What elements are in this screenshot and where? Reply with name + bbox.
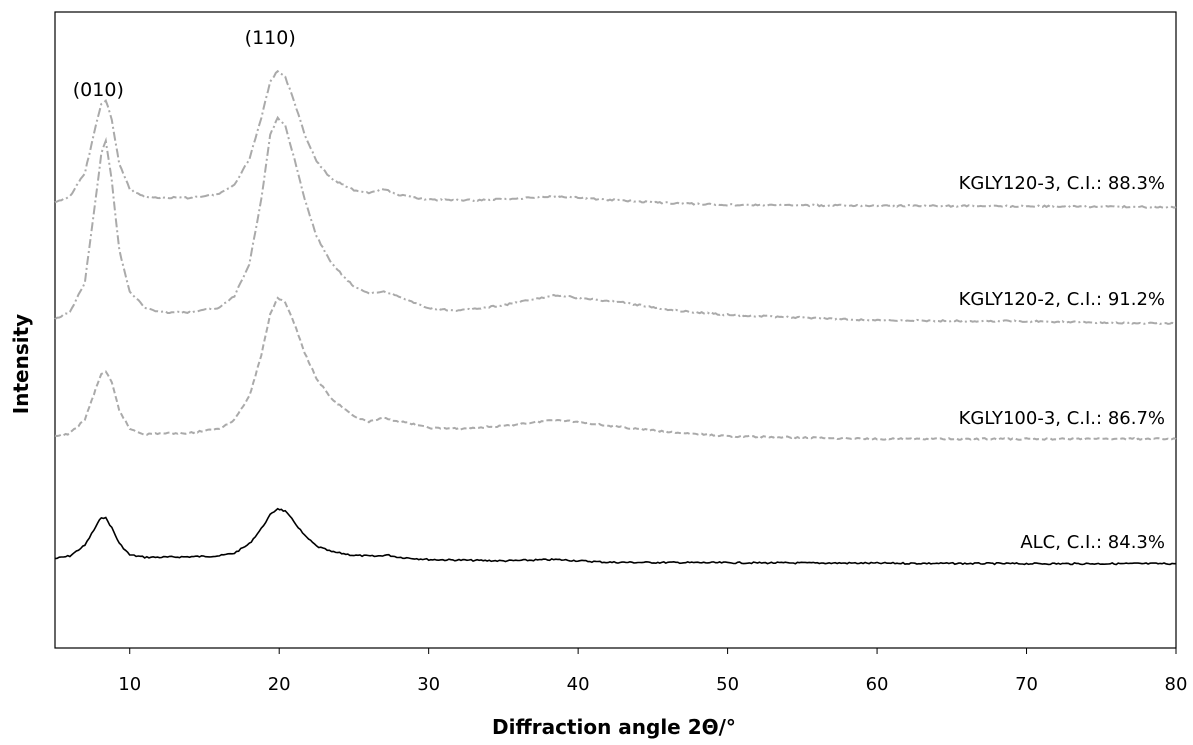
series-label: KGLY120-2, C.I.: 91.2% [959, 289, 1165, 310]
series-label: KGLY120-3, C.I.: 88.3% [959, 173, 1165, 194]
plot-area [54, 11, 1177, 649]
x-tick-label: 60 [866, 674, 889, 695]
x-tick-label: 50 [716, 674, 739, 695]
x-tick-label: 20 [268, 674, 291, 695]
peak-annotations: (010) (110) [73, 27, 296, 101]
x-tick-label: 80 [1165, 674, 1188, 695]
series-line [54, 69, 1177, 209]
x-tick-label: 40 [567, 674, 590, 695]
x-tick-label: 10 [118, 674, 141, 695]
series-label: ALC, C.I.: 84.3% [1020, 532, 1165, 553]
peak-label: (110) [245, 27, 296, 49]
peak-label: (010) [73, 79, 124, 101]
x-tick-label: 70 [1015, 674, 1038, 695]
x-tick-label: 30 [417, 674, 440, 695]
series-labels: ALC, C.I.: 84.3% KGLY100-3, C.I.: 86.7% KG… [959, 173, 1165, 553]
x-axis-title: Diffraction angle 2Θ/° [492, 715, 736, 739]
series-line [54, 507, 1176, 566]
series-label: KGLY100-3, C.I.: 86.7% [959, 408, 1165, 429]
series-line [54, 115, 1177, 325]
series-layer [54, 69, 1177, 566]
series-line [54, 296, 1177, 441]
y-axis-title: Intensity [9, 314, 33, 414]
x-ticks: 10 20 30 40 50 60 70 80 [118, 648, 1187, 695]
